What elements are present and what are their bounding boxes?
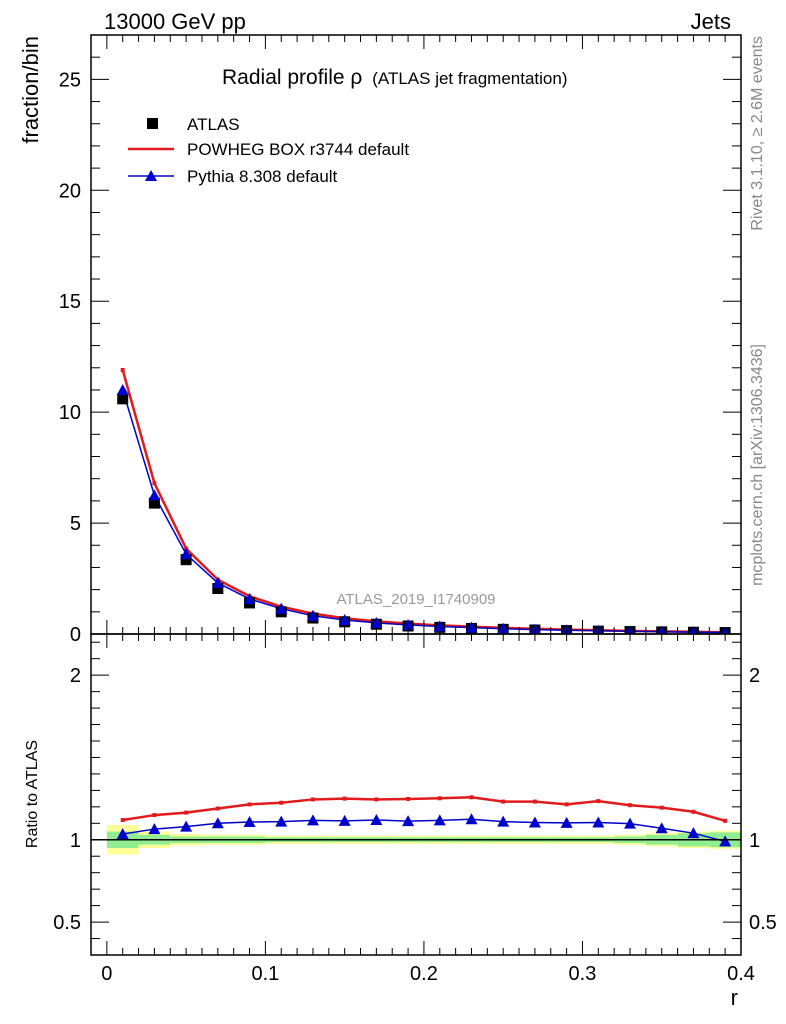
ratio-y-tick-label: 2 [70, 665, 81, 687]
pythia-point [338, 614, 351, 626]
header-left: 13000 GeV pp [104, 9, 246, 34]
y-tick-label: 15 [59, 291, 81, 313]
ratio-powheg-point [247, 802, 252, 807]
ratio-powheg-point [184, 810, 189, 815]
ratio-powheg-point [310, 797, 315, 802]
x-tick-label: 0.1 [251, 963, 279, 985]
pythia-point [433, 620, 446, 632]
chart-title-paren: (ATLAS jet fragmentation) [372, 69, 567, 88]
x-tick-label: 0.2 [410, 963, 438, 985]
ratio-series-group [116, 795, 732, 847]
atlas-point [180, 554, 192, 566]
ratio-pythia-point [719, 835, 732, 847]
ratio-pythia-point [592, 816, 605, 828]
ratio-y-tick-label: 1 [70, 830, 81, 852]
ratio-powheg-point [342, 796, 347, 801]
ratio-powheg-point [437, 796, 442, 801]
ratio-pythia-point [148, 823, 161, 835]
rivet-label: Rivet 3.1.10, ≥ 2.6M events [749, 36, 766, 231]
ratio-powheg-point [152, 813, 157, 818]
ratio-powheg-point [659, 805, 664, 810]
ratio-powheg-point [532, 799, 537, 804]
powheg-point [120, 367, 125, 372]
ratio-pythia-point [116, 828, 129, 840]
legend: ATLAS POWHEG BOX r3744 default Pythia 8.… [128, 115, 409, 186]
ratio-pythia-point [465, 813, 478, 825]
ratio-powheg-point [723, 818, 728, 823]
ratio-frame [90, 633, 742, 956]
chart-title-rho: ρ [350, 66, 362, 89]
chart-title-main: Radial profile [222, 66, 345, 89]
ratio-y-tick-label-right: 2 [749, 665, 760, 687]
atlas-point [117, 393, 129, 405]
ratio-powheg-point [215, 806, 220, 811]
ratio-pythia-point [655, 822, 668, 834]
ratio-pythia-point [528, 816, 541, 828]
header-right: Jets [691, 9, 731, 34]
ratio-pythia-point [560, 816, 573, 828]
ratio-pythia-point [402, 815, 415, 827]
atlas-point [148, 497, 160, 509]
ratio-y-tick-label-right: 1 [749, 830, 760, 852]
legend-marker-atlas [147, 118, 158, 129]
legend-label-powheg: POWHEG BOX r3744 default [187, 140, 409, 159]
legend-label-atlas: ATLAS [187, 115, 240, 134]
ratio-pythia-point [370, 814, 383, 826]
watermark: ATLAS_2019_I1740909 [336, 591, 495, 608]
ratio-powheg-point [628, 803, 633, 808]
pythia-point [275, 602, 288, 614]
atlas-point [212, 583, 224, 595]
pythia-point [306, 609, 319, 621]
ratio-pythia-point [433, 814, 446, 826]
ratio-powheg-point [501, 799, 506, 804]
ratio-pythia-point [180, 820, 193, 832]
ratio-powheg-line [122, 796, 726, 823]
ratio-y-tick-label-right: 0.5 [749, 912, 777, 934]
pythia-point [116, 383, 129, 395]
ratio-pythia-point [243, 815, 256, 827]
pythia-point [243, 592, 256, 604]
y-tick-label: 20 [59, 180, 81, 202]
x-tick-label: 0.3 [569, 963, 597, 985]
pythia-point [211, 576, 224, 588]
y-tick-label: 0 [70, 624, 81, 646]
pythia-point [180, 548, 193, 560]
x-tick-label: 0.4 [727, 963, 755, 985]
ratio-pythia-point [338, 814, 351, 826]
pythia-point [370, 616, 383, 628]
axes: 0 0.1 0.2 0.3 0.4 0 5 10 15 20 25 0.5 0.5 1 1 2 2 [53, 34, 777, 985]
ratio-powheg-point [596, 799, 601, 804]
ratio-pythia-point [624, 817, 637, 829]
ratio-pythia-point [275, 815, 288, 827]
ratio-powheg-point [279, 800, 284, 805]
ratio-y-tick-label: 0.5 [53, 912, 81, 934]
legend-marker-pythia [145, 170, 157, 181]
mcplots-label: mcplots.cern.ch [arXiv:1306.3436] [749, 344, 766, 586]
y-axis-label: fraction/bin [18, 36, 43, 144]
ratio-pythia-line [122, 818, 726, 843]
x-tick-label: 0 [101, 963, 112, 985]
y-tick-label: 5 [70, 513, 81, 535]
ratio-powheg-point [469, 795, 474, 800]
ratio-pythia-point [687, 827, 700, 839]
ratio-pythia-point [211, 817, 224, 829]
y-tick-label: 10 [59, 402, 81, 424]
powheg-point [152, 481, 157, 486]
ratio-powheg-point [691, 809, 696, 814]
ratio-powheg-point [406, 796, 411, 801]
ratio-y-axis-label: Ratio to ATLAS [24, 740, 41, 848]
pythia-point [402, 618, 415, 630]
legend-label-pythia: Pythia 8.308 default [187, 167, 338, 186]
pythia-point [148, 489, 161, 501]
x-axis-label: r [731, 985, 738, 1010]
ratio-powheg-point [374, 797, 379, 802]
ratio-powheg-point [564, 802, 569, 807]
ratio-pythia-point [306, 814, 319, 826]
chart-title: Radial profile ρ (ATLAS jet fragmentatio… [222, 66, 568, 89]
ratio-pythia-point [497, 815, 510, 827]
ratio-powheg-point [120, 818, 125, 823]
y-tick-label: 25 [59, 69, 81, 91]
